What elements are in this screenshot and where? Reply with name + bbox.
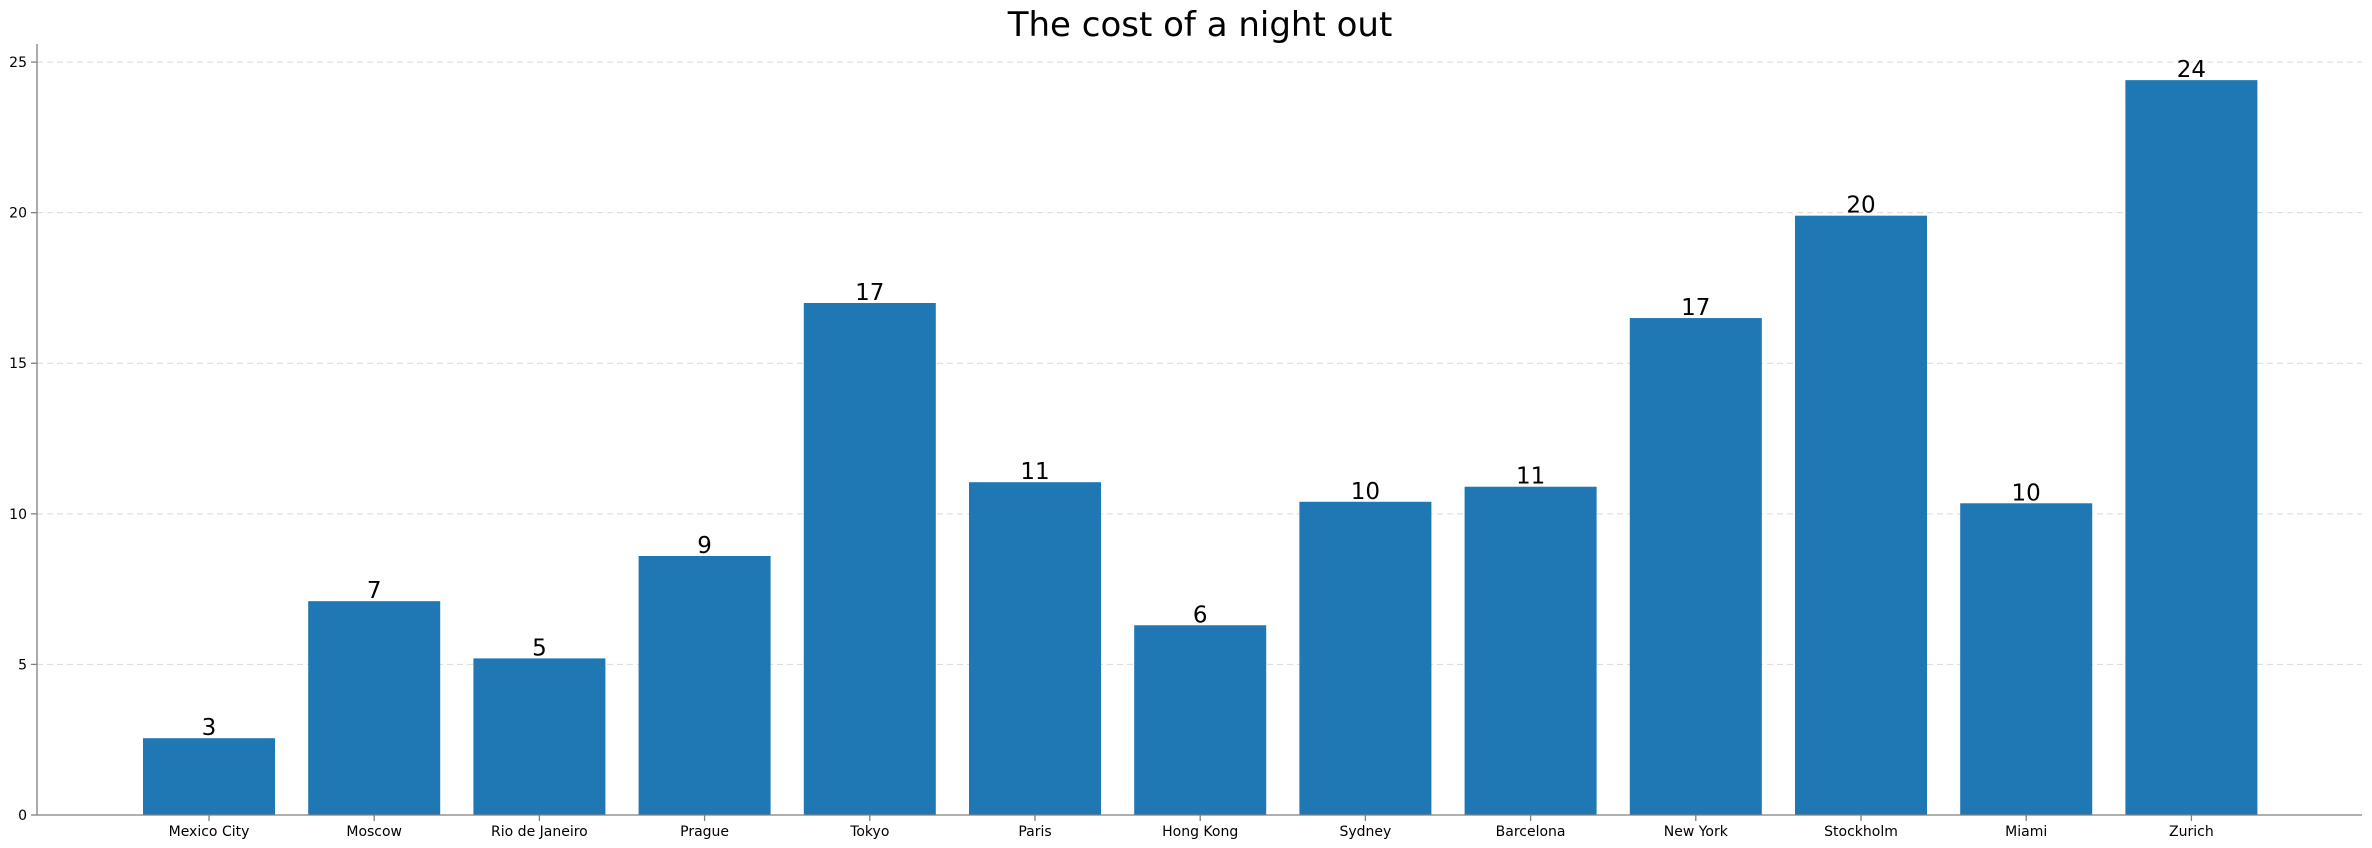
bar <box>638 555 771 815</box>
x-tick-label: Miami <box>2005 824 2047 840</box>
x-tick-label: Paris <box>1018 824 1051 840</box>
bar-value-label: 3 <box>202 715 217 741</box>
x-tick-label: Tokyo <box>849 824 889 840</box>
x-tick-label: Stockholm <box>1824 824 1898 840</box>
bar-value-label: 10 <box>1351 479 1380 505</box>
y-tick-label: 5 <box>18 657 27 673</box>
bar <box>2125 80 2258 815</box>
x-tick-label: Sydney <box>1339 824 1391 840</box>
bar <box>1795 215 1927 815</box>
bar <box>1629 318 1762 815</box>
bar <box>1960 503 2093 815</box>
y-tick-label: 25 <box>9 55 27 71</box>
bar-value-label: 24 <box>2177 57 2206 83</box>
bar <box>1464 486 1597 815</box>
bar-value-label: 10 <box>2012 480 2041 506</box>
bar <box>803 303 936 815</box>
data-labels: 3 7 5 9 17 11 6 10 11 17 20 10 24 <box>202 57 2206 741</box>
bar <box>969 482 1101 815</box>
x-tick-label: Hong Kong <box>1162 824 1238 840</box>
bar <box>143 738 275 815</box>
bar-value-label: 6 <box>1193 602 1208 628</box>
y-tick-label: 15 <box>9 356 27 372</box>
y-tick-label: 10 <box>9 507 27 523</box>
bar <box>308 601 441 815</box>
x-tick-label: Barcelona <box>1496 824 1566 840</box>
bar-value-label: 5 <box>532 635 547 661</box>
x-tick-label: New York <box>1664 824 1729 840</box>
bar-value-label: 11 <box>1020 459 1049 485</box>
bar-value-label: 17 <box>855 280 884 306</box>
bar <box>1134 625 1267 815</box>
bar <box>1299 501 1432 815</box>
x-tick-label: Prague <box>680 824 729 840</box>
bar-value-label: 20 <box>1846 193 1875 219</box>
x-tick-label: Rio de Janeiro <box>491 824 588 840</box>
x-tick-label: Zurich <box>2169 824 2214 840</box>
bar-value-label: 7 <box>367 578 382 604</box>
bar-value-label: 17 <box>1681 295 1710 321</box>
bar <box>473 658 606 815</box>
bars <box>143 80 2258 815</box>
x-tick-label: Moscow <box>346 824 402 840</box>
y-tick-label: 20 <box>9 206 27 222</box>
chart-title: The cost of a night out <box>1007 5 1393 45</box>
y-tick-label: 0 <box>18 808 27 824</box>
bar-value-label: 11 <box>1516 464 1545 490</box>
bar-value-label: 9 <box>697 533 712 559</box>
axes: 0 5 10 15 20 25 Mexico City Moscow Rio de Janeir… <box>9 44 2362 840</box>
x-tick-label: Mexico City <box>169 824 250 840</box>
